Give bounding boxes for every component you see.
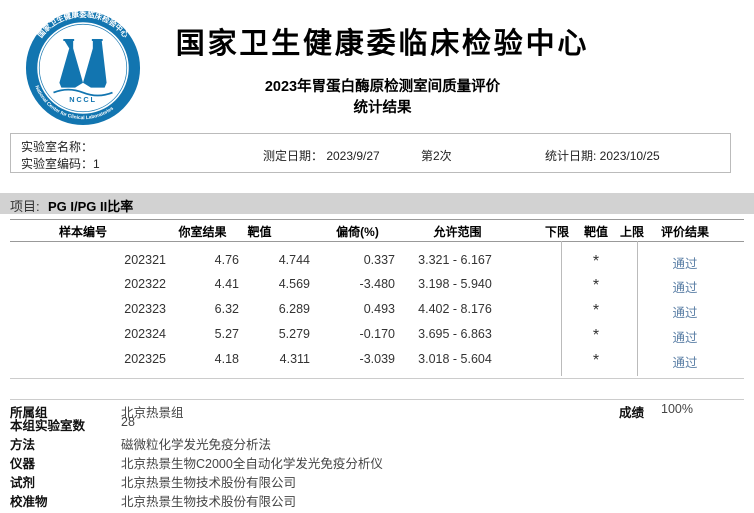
- svg-text:NCCL: NCCL: [69, 95, 97, 104]
